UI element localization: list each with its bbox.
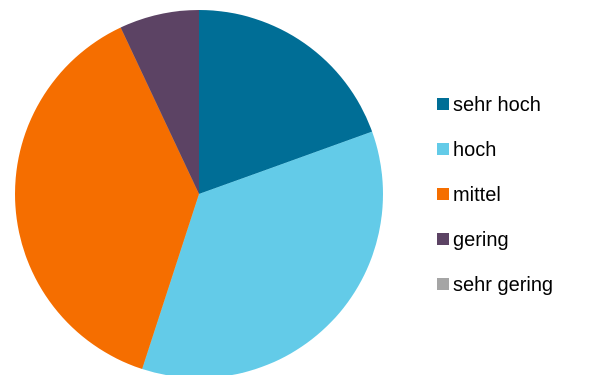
legend-swatch-mittel (437, 188, 449, 200)
legend-label-mittel: mittel (453, 184, 501, 206)
pie-slice-mittel (15, 27, 200, 369)
pie-slice-hoch (142, 131, 383, 375)
legend: sehr hoch hoch mittel gering sehr gering (437, 94, 553, 296)
legend-label-hoch: hoch (453, 139, 496, 161)
pie-slice-gering (120, 10, 199, 194)
legend-swatch-gering (437, 233, 449, 245)
legend-label-sehr-hoch: sehr hoch (453, 94, 541, 116)
legend-label-gering: gering (453, 229, 509, 251)
pie-slice-sehr-hoch (199, 10, 373, 194)
pie-slices (15, 10, 383, 375)
legend-swatch-sehr-hoch (437, 98, 449, 110)
legend-label-sehr-gering: sehr gering (453, 274, 553, 296)
legend-swatch-sehr-gering (437, 278, 449, 290)
legend-swatch-hoch (437, 143, 449, 155)
